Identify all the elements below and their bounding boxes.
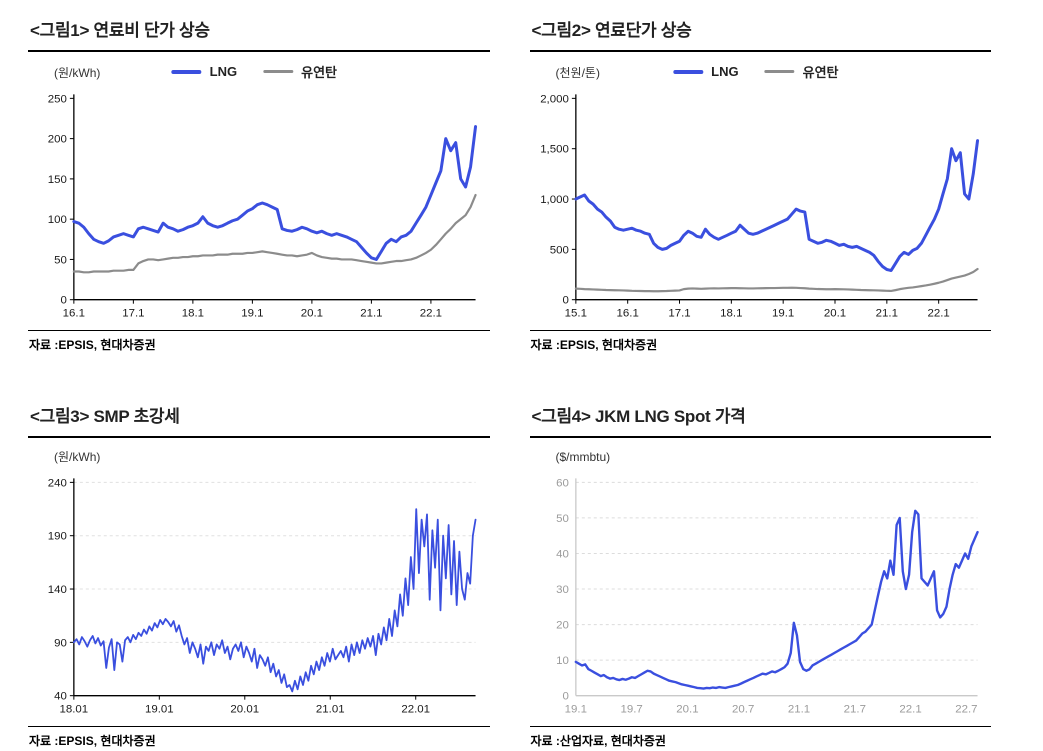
figure3-axis-unit-label: (원/kWh) bbox=[54, 450, 101, 464]
figure3-title: <그림3> SMP 초강세 bbox=[28, 400, 490, 438]
svg-text:50: 50 bbox=[556, 513, 569, 525]
svg-text:21.1: 21.1 bbox=[787, 704, 809, 716]
svg-text:0: 0 bbox=[562, 295, 568, 307]
svg-text:22.1: 22.1 bbox=[899, 704, 921, 716]
svg-text:18.01: 18.01 bbox=[60, 704, 89, 716]
legend-item-coal: 유연탄 bbox=[764, 62, 839, 81]
svg-text:19.1: 19.1 bbox=[772, 308, 794, 320]
svg-text:22.01: 22.01 bbox=[401, 704, 430, 716]
svg-text:18.1: 18.1 bbox=[182, 308, 204, 320]
svg-text:0: 0 bbox=[562, 691, 568, 703]
svg-text:500: 500 bbox=[549, 244, 568, 256]
svg-text:1,000: 1,000 bbox=[540, 194, 569, 206]
jkm-line-chart: 0 10 20 30 40 50 60 19.1 19.7 20.1 20.7 21.1 21.7 22.… bbox=[556, 477, 979, 716]
svg-text:21.1: 21.1 bbox=[875, 308, 897, 320]
svg-text:20.1: 20.1 bbox=[301, 308, 323, 320]
figure3-source-note: 자료 :EPSIS, 현대차증권 bbox=[28, 726, 490, 749]
svg-text:22.1: 22.1 bbox=[420, 308, 442, 320]
figure1-source-text: 자료 :EPSIS, 현대차증권 bbox=[29, 338, 156, 352]
figure2-legend: LNG 유연탄 bbox=[673, 62, 839, 81]
figure2-chart-head: (천원/톤) LNG 유연탄 bbox=[556, 64, 992, 90]
svg-text:20.1: 20.1 bbox=[676, 704, 698, 716]
svg-text:20.7: 20.7 bbox=[732, 704, 754, 716]
smp-line-chart: 40 90 140 190 240 18.01 19.01 20.01 21.01 22.01 bbox=[48, 477, 477, 716]
legend-label-coal: 유연탄 bbox=[802, 65, 839, 80]
svg-text:21.1: 21.1 bbox=[360, 308, 382, 320]
figure4-source-text: 자료 :산업자료, 현대차증권 bbox=[530, 734, 666, 748]
svg-text:22.1: 22.1 bbox=[927, 308, 949, 320]
legend-item-lng: LNG bbox=[171, 62, 238, 81]
figure2-axis-unit-label: (천원/톤) bbox=[555, 66, 600, 80]
svg-text:18.1: 18.1 bbox=[720, 308, 742, 320]
svg-text:40: 40 bbox=[54, 691, 67, 703]
svg-text:40: 40 bbox=[556, 548, 569, 560]
figure1-title: <그림1> 연료비 단가 상승 bbox=[28, 14, 490, 52]
figure1-legend: LNG 유연탄 bbox=[171, 62, 337, 81]
svg-text:100: 100 bbox=[48, 214, 67, 226]
figure3-chart-head: (원/kWh) bbox=[54, 448, 490, 474]
figure4-panel: <그림4> JKM LNG Spot 가격 ($/mmbtu) 0 10 20 30 4… bbox=[529, 400, 992, 749]
svg-text:60: 60 bbox=[556, 477, 569, 489]
svg-text:19.1: 19.1 bbox=[241, 308, 263, 320]
figure3-source-text: 자료 :EPSIS, 현대차증권 bbox=[29, 734, 156, 748]
figure4-source-note: 자료 :산업자료, 현대차증권 bbox=[529, 726, 991, 749]
svg-text:2,000: 2,000 bbox=[540, 93, 569, 105]
svg-text:10: 10 bbox=[556, 655, 569, 667]
legend-item-coal: 유연탄 bbox=[263, 62, 337, 81]
svg-text:17.1: 17.1 bbox=[668, 308, 690, 320]
legend-item-lng: LNG bbox=[673, 62, 739, 81]
lng-line-swatch bbox=[171, 69, 202, 74]
svg-text:21.7: 21.7 bbox=[843, 704, 865, 716]
figure2-title: <그림2> 연료단가 상승 bbox=[529, 14, 991, 52]
svg-text:90: 90 bbox=[54, 637, 67, 649]
svg-text:20.1: 20.1 bbox=[823, 308, 845, 320]
figure2-panel: <그림2> 연료단가 상승 (천원/톤) LNG 유연탄 0 500 1,000 1,… bbox=[529, 14, 992, 400]
legend-label-lng: LNG bbox=[711, 64, 739, 79]
svg-text:50: 50 bbox=[54, 254, 67, 266]
svg-text:21.01: 21.01 bbox=[316, 704, 345, 716]
fuel-price-line-chart: 0 500 1,000 1,500 2,000 15.1 16.1 17.1 18.1 19.1 2… bbox=[540, 93, 979, 320]
svg-text:200: 200 bbox=[48, 134, 67, 146]
svg-text:15.1: 15.1 bbox=[564, 308, 586, 320]
svg-text:190: 190 bbox=[48, 531, 67, 543]
svg-text:16.1: 16.1 bbox=[63, 308, 85, 320]
figure1-chart-head: (원/kWh) LNG 유연탄 bbox=[54, 64, 490, 90]
svg-text:19.01: 19.01 bbox=[145, 704, 174, 716]
lng-line-swatch bbox=[673, 69, 704, 74]
figure1-axis-unit-label: (원/kWh) bbox=[54, 66, 101, 80]
figure2-source-text: 자료 :EPSIS, 현대차증권 bbox=[530, 338, 658, 352]
coal-line-swatch bbox=[764, 69, 795, 74]
svg-text:22.7: 22.7 bbox=[955, 704, 977, 716]
figure1-source-note: 자료 :EPSIS, 현대차증권 bbox=[28, 330, 490, 353]
svg-text:140: 140 bbox=[48, 584, 67, 596]
figure1-panel: <그림1> 연료비 단가 상승 (원/kWh) LNG 유연탄 0 50 100 15… bbox=[28, 14, 490, 400]
svg-text:240: 240 bbox=[48, 477, 67, 489]
figure4-chart-head: ($/mmbtu) bbox=[556, 448, 992, 474]
figure4-axis-unit-label: ($/mmbtu) bbox=[555, 450, 611, 464]
figure3-panel: <그림3> SMP 초강세 (원/kWh) 40 90 140 190 240 18.01… bbox=[28, 400, 490, 749]
svg-text:1,500: 1,500 bbox=[540, 144, 569, 156]
svg-text:250: 250 bbox=[48, 93, 67, 105]
svg-text:19.1: 19.1 bbox=[564, 704, 586, 716]
fuel-cost-line-chart: 0 50 100 150 200 250 16.1 17.1 18.1 19.1 20.1 21.1 2… bbox=[48, 93, 478, 320]
figure4-title: <그림4> JKM LNG Spot 가격 bbox=[529, 400, 991, 438]
legend-label-coal: 유연탄 bbox=[301, 65, 337, 80]
svg-text:17.1: 17.1 bbox=[122, 308, 144, 320]
svg-text:20: 20 bbox=[556, 620, 569, 632]
svg-text:30: 30 bbox=[556, 584, 569, 596]
legend-label-lng: LNG bbox=[209, 64, 238, 79]
coal-line-swatch bbox=[263, 69, 294, 74]
svg-text:150: 150 bbox=[48, 174, 67, 186]
svg-text:16.1: 16.1 bbox=[616, 308, 638, 320]
svg-text:0: 0 bbox=[60, 295, 66, 307]
svg-text:20.01: 20.01 bbox=[230, 704, 259, 716]
svg-text:19.7: 19.7 bbox=[620, 704, 642, 716]
figure2-source-note: 자료 :EPSIS, 현대차증권 bbox=[529, 330, 991, 353]
